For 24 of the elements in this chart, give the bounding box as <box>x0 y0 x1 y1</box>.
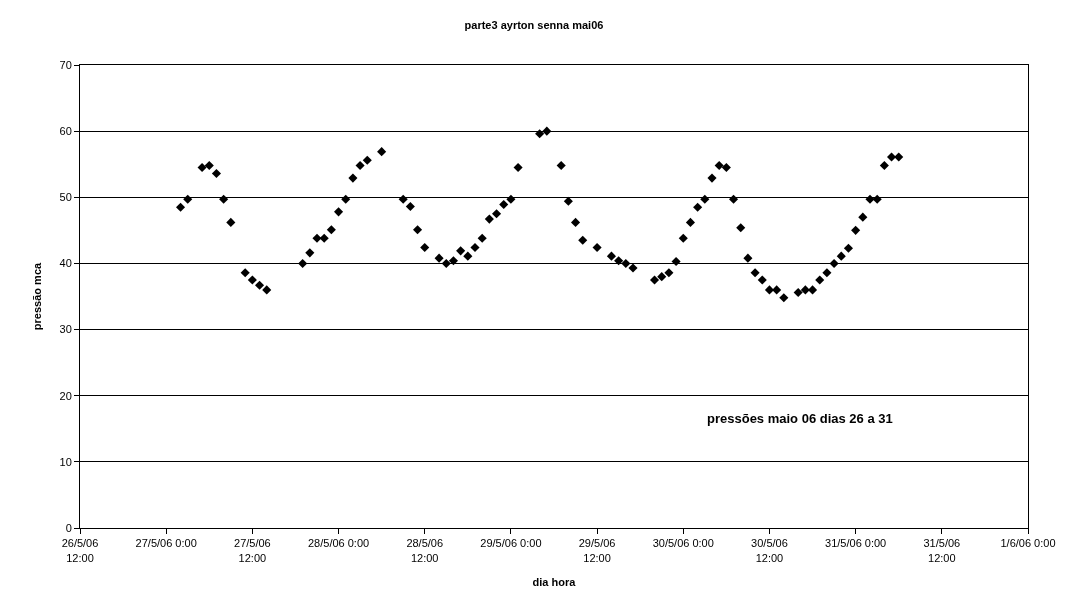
y-tick-label: 20 <box>59 389 72 402</box>
x-tick-label: 27/5/06 12:00 <box>234 537 271 564</box>
x-tick-label: 1/6/06 0:00 <box>1000 537 1056 550</box>
y-tick-label: 0 <box>65 521 72 534</box>
x-tick-label: 30/5/06 0:00 <box>652 537 714 550</box>
y-tick-label: 30 <box>59 323 72 336</box>
y-tick-label: 60 <box>59 124 72 137</box>
y-tick-label: 70 <box>59 58 72 71</box>
y-tick-label: 40 <box>59 257 72 270</box>
x-tick-label: 29/5/06 12:00 <box>578 537 616 564</box>
y-tick-label: 50 <box>59 191 72 204</box>
x-tick-label: 28/5/06 0:00 <box>307 537 370 550</box>
annotation: pressões maio 06 dias 26 a 31 <box>707 411 893 426</box>
x-tick-label: 27/5/06 0:00 <box>135 537 197 550</box>
y-tick-label: 10 <box>59 455 72 468</box>
chart-title: parte3 ayrton senna mai06 <box>464 18 604 31</box>
x-tick-label: 28/5/06 12:00 <box>406 537 444 564</box>
x-tick-label: 26/5/06 12:00 <box>61 537 99 564</box>
x-tick-label: 30/5/06 12:00 <box>751 537 788 564</box>
x-tick-label: 29/5/06 0:00 <box>480 537 542 550</box>
y-axis-title: pressão mca <box>31 261 44 331</box>
x-tick-label: 31/5/06 0:00 <box>825 537 887 550</box>
x-axis-title: dia hora <box>532 575 577 588</box>
x-tick-label: 31/5/06 12:00 <box>923 537 961 564</box>
